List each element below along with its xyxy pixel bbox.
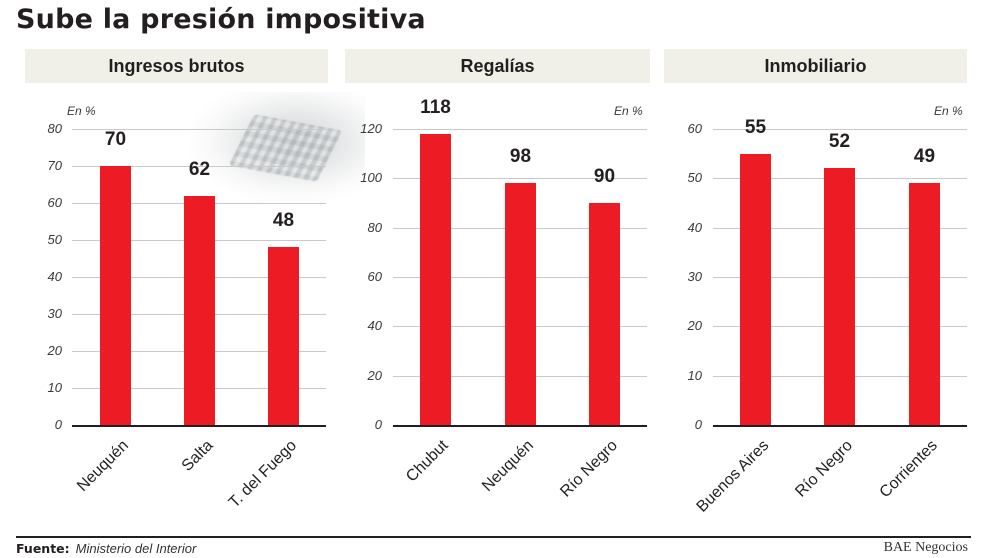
bar (909, 183, 940, 425)
bar (505, 183, 536, 425)
gridline (713, 129, 967, 130)
bar (184, 196, 215, 425)
gridline (72, 166, 326, 167)
bar-value-label: 70 (104, 129, 127, 150)
bar-value-label: 98 (509, 146, 532, 167)
bar (824, 168, 855, 425)
bar-value-label: 118 (420, 97, 451, 118)
source-label: Fuente: (16, 541, 70, 556)
y-tick-label: 40 (47, 269, 62, 284)
bar-value-label: 90 (593, 166, 616, 187)
bar (268, 247, 299, 425)
x-category-label: T. del Fuego (225, 437, 300, 512)
y-tick-label: 80 (367, 220, 382, 235)
x-axis-baseline (72, 425, 326, 427)
gridline (393, 178, 647, 179)
bar-value-label: 62 (188, 159, 211, 180)
x-category-label: Neuquén (478, 437, 537, 495)
y-tick-label: 20 (367, 368, 382, 383)
y-tick-label: 30 (687, 269, 702, 284)
y-tick-label: 30 (47, 306, 62, 321)
y-tick-label: 0 (54, 417, 62, 432)
y-tick-label: 0 (374, 417, 382, 432)
gridline (72, 129, 326, 130)
bar-value-label: 48 (272, 210, 295, 231)
bar-value-label: 49 (913, 146, 936, 167)
panel-header-ingresos-brutos: Ingresos brutos (25, 49, 328, 83)
panel-header-regalias: Regalías (345, 49, 650, 83)
unit-label: En % (934, 104, 963, 118)
y-tick-label: 0 (694, 417, 702, 432)
source-note: Fuente: Ministerio del Interior (16, 541, 196, 556)
unit-label: En % (614, 104, 643, 118)
x-category-label: Corrientes (876, 437, 941, 502)
y-tick-label: 10 (47, 380, 62, 395)
brand-credit: BAE Negocios (883, 540, 968, 555)
x-axis-baseline (393, 425, 647, 427)
y-tick-label: 100 (360, 170, 382, 185)
y-tick-label: 40 (367, 318, 382, 333)
footer-divider (16, 536, 971, 538)
y-tick-label: 80 (47, 121, 62, 136)
bar-value-label: 55 (744, 117, 767, 138)
y-tick-label: 60 (687, 121, 702, 136)
y-tick-label: 50 (47, 232, 62, 247)
y-tick-label: 20 (47, 343, 62, 358)
x-category-label: Neuquén (73, 437, 132, 495)
unit-label: En % (67, 104, 96, 118)
x-category-label: Salta (178, 437, 216, 475)
source-value: Ministerio del Interior (75, 541, 197, 556)
y-tick-label: 120 (360, 121, 382, 136)
y-tick-label: 20 (687, 318, 702, 333)
x-axis-baseline (713, 425, 967, 427)
panel-header-inmobiliario: Inmobiliario (664, 49, 967, 83)
bar (740, 154, 771, 425)
x-category-label: Río Negro (556, 437, 621, 501)
y-tick-label: 50 (687, 170, 702, 185)
x-category-label: Chubut (402, 437, 452, 486)
x-category-label: Buenos Aires (693, 437, 772, 516)
bar (420, 134, 451, 425)
bar (100, 166, 131, 425)
y-tick-label: 10 (687, 368, 702, 383)
bar-value-label: 52 (828, 131, 851, 152)
y-tick-label: 70 (47, 158, 62, 173)
bar (589, 203, 620, 425)
gridline (393, 129, 647, 130)
y-tick-label: 60 (367, 269, 382, 284)
y-tick-label: 40 (687, 220, 702, 235)
y-tick-label: 60 (47, 195, 62, 210)
calculator-photo-background (190, 92, 365, 202)
infographic-title: Sube la presión impositiva (16, 4, 426, 35)
x-category-label: Río Negro (791, 437, 856, 501)
